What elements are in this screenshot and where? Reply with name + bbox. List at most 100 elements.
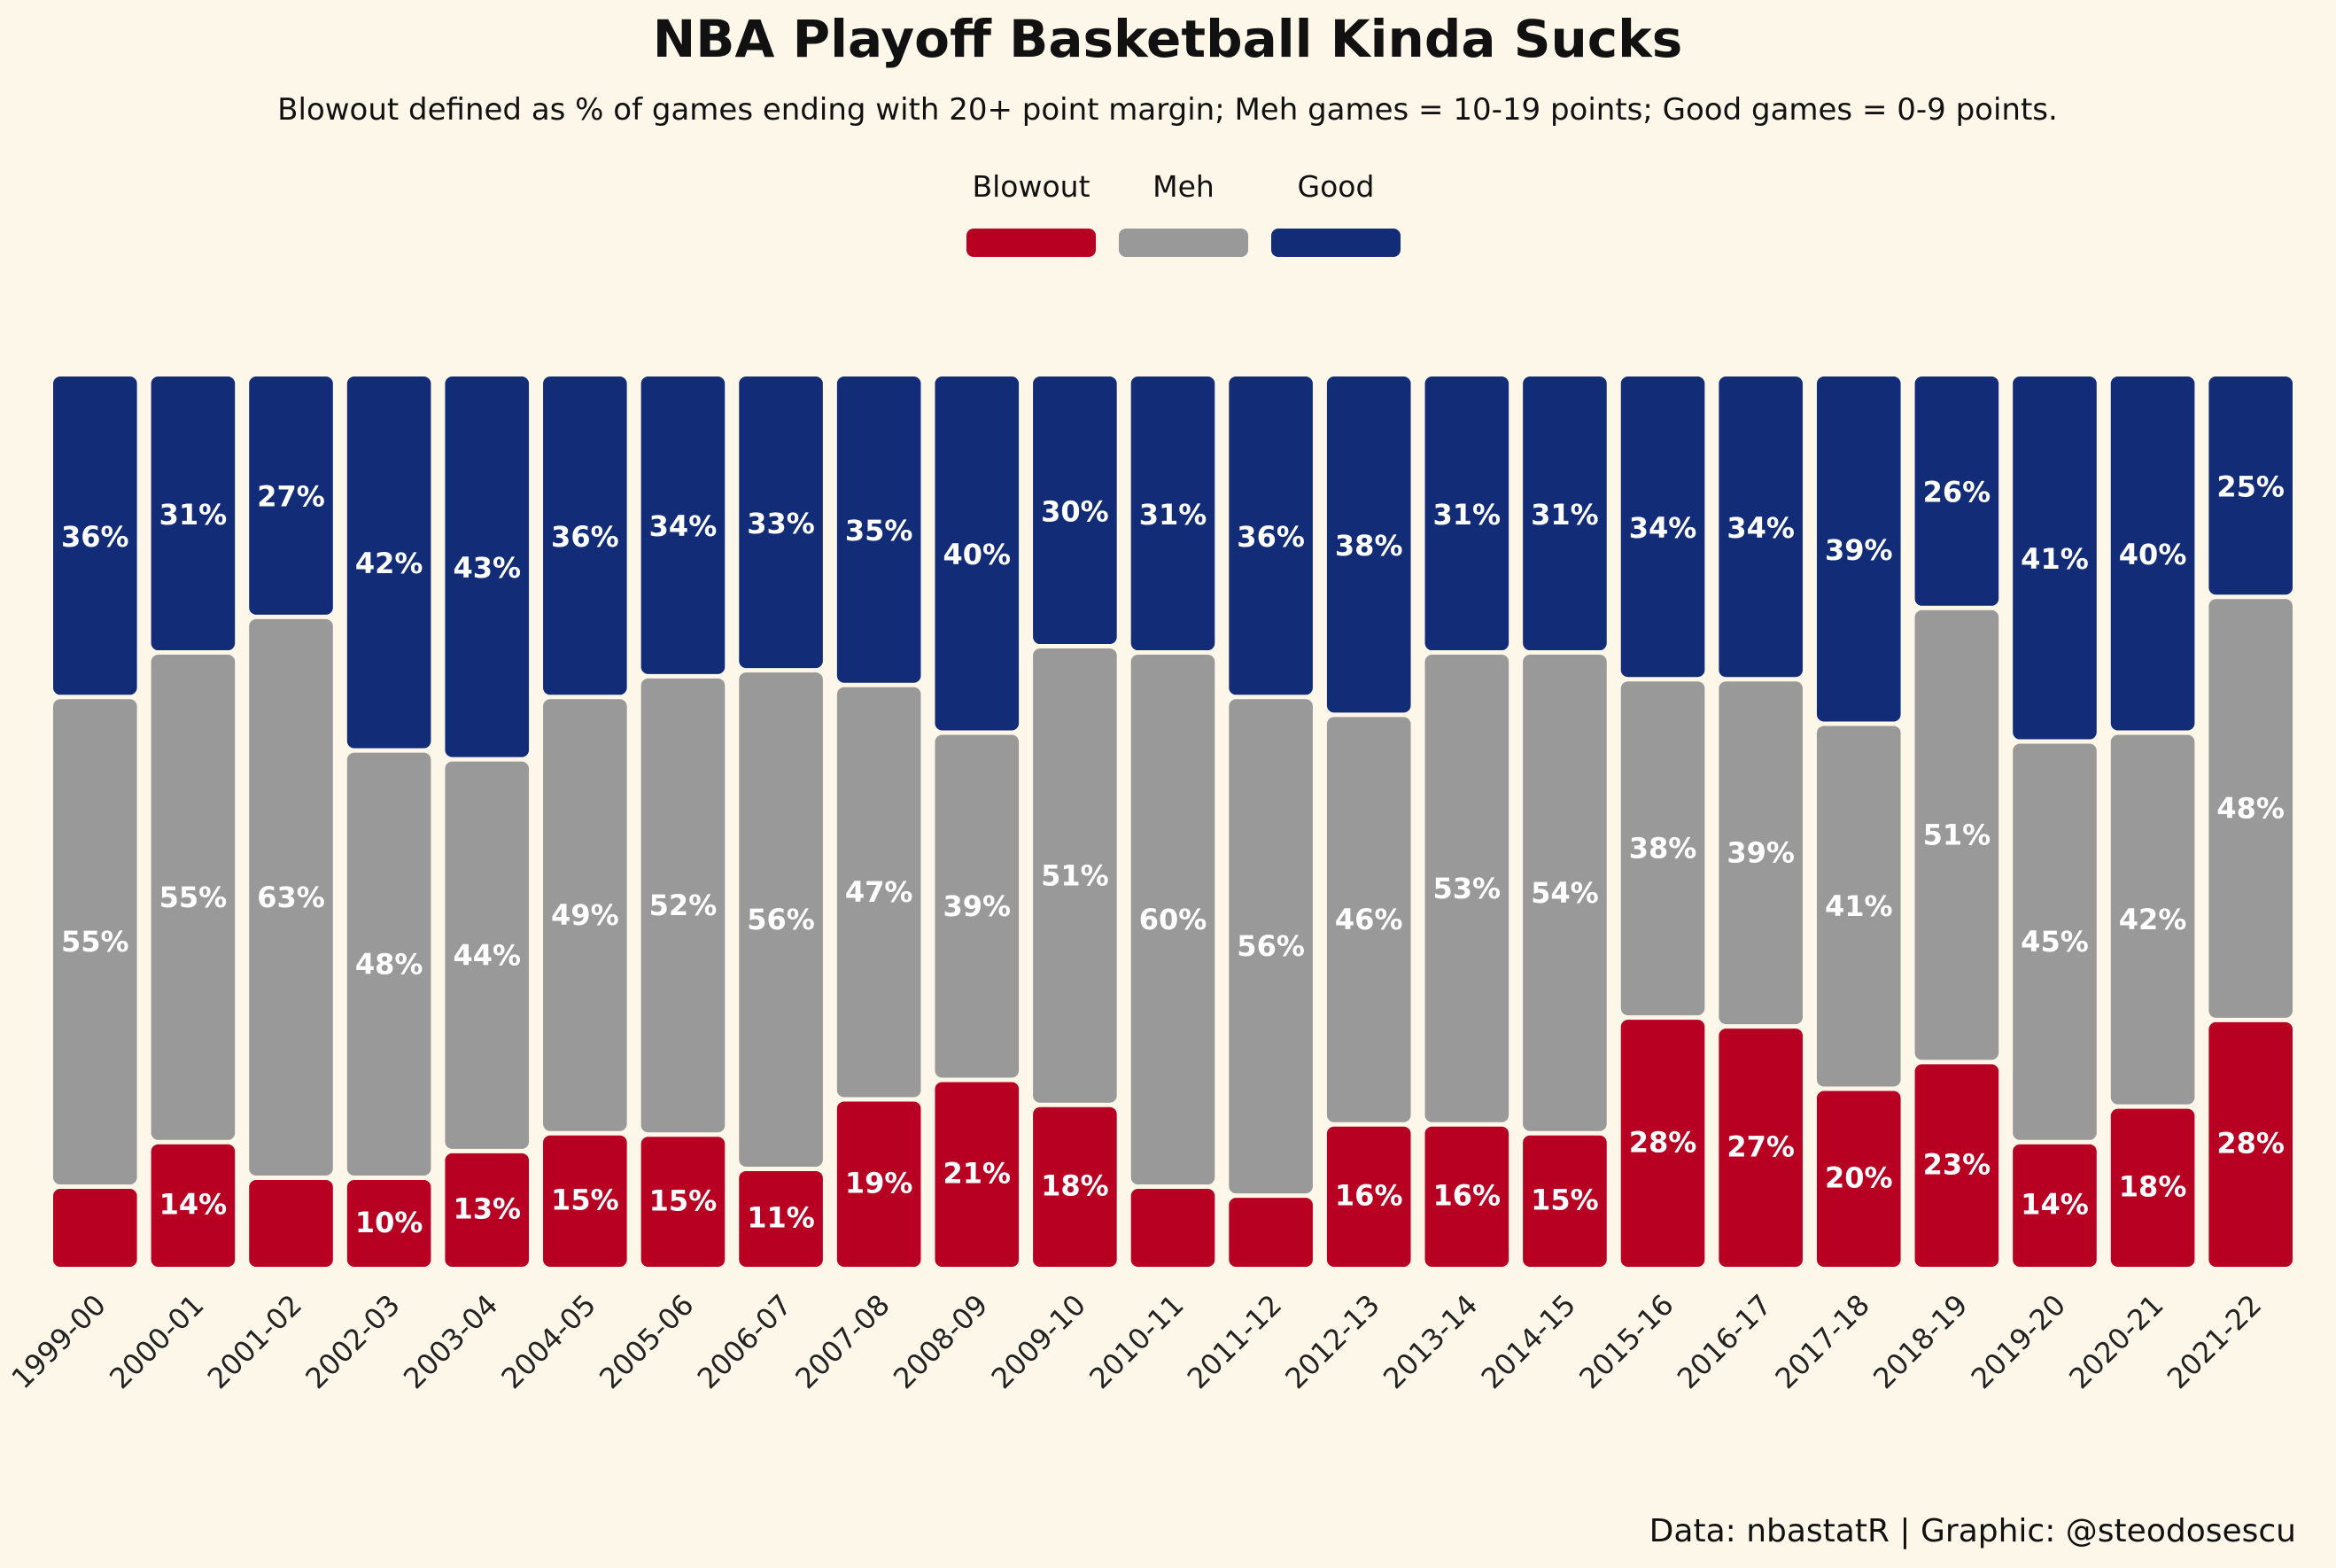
bar-good-2009-10 <box>1033 376 1117 645</box>
value-label-meh-2015-16: 38% <box>1629 832 1697 866</box>
value-label-blowout-2021-22: 28% <box>2216 1127 2285 1160</box>
bars-group <box>53 376 2293 1267</box>
value-label-meh-2002-03: 48% <box>355 947 423 981</box>
bar-meh-2005-06 <box>640 678 726 1133</box>
bar-meh-2020-21 <box>2110 734 2195 1105</box>
value-label-good-2019-20: 41% <box>2021 542 2089 576</box>
bar-good-2020-21 <box>2110 376 2195 731</box>
bar-meh-2003-04 <box>445 761 530 1149</box>
value-label-meh-2013-14: 53% <box>1433 872 1502 905</box>
value-label-good-2017-18: 39% <box>1825 533 1893 567</box>
bar-meh-2011-12 <box>1229 699 1313 1194</box>
bar-blowout-2001-02 <box>249 1180 333 1267</box>
value-label-blowout-2006-07: 11% <box>747 1201 815 1235</box>
value-label-good-2014-15: 31% <box>1531 498 1599 532</box>
value-label-meh-2007-08: 47% <box>845 875 913 909</box>
bar-blowout-2002-03 <box>346 1180 431 1267</box>
value-label-blowout-2013-14: 16% <box>1433 1179 1502 1213</box>
bar-meh-2007-08 <box>836 687 921 1098</box>
bar-good-2006-07 <box>739 376 823 669</box>
value-labels-group: 55% 36% 14% 55% 31% 63% 27% 10% 48% 42% 13% 44% 43% 1… <box>61 470 2285 1238</box>
bar-blowout-1999-00 <box>53 1189 137 1267</box>
bar-meh-2019-20 <box>2013 743 2097 1140</box>
value-label-good-2002-03: 42% <box>355 547 423 580</box>
bar-blowout-2013-14 <box>1424 1126 1509 1267</box>
bar-good-2012-13 <box>1326 376 1411 713</box>
bar-good-2003-04 <box>445 376 530 757</box>
legend-label-meh: Meh <box>1152 169 1215 204</box>
value-label-blowout-2003-04: 13% <box>453 1192 521 1226</box>
value-label-meh-2003-04: 44% <box>453 938 521 972</box>
bar-meh-2000-01 <box>151 655 236 1140</box>
value-label-meh-2010-11: 60% <box>1139 903 1207 936</box>
legend: Blowout Meh Good <box>966 169 1401 257</box>
bar-meh-2006-07 <box>739 672 823 1167</box>
bar-good-1999-00 <box>53 376 137 695</box>
value-label-meh-2001-02: 63% <box>257 881 325 914</box>
chart-title: NBA Playoff Basketball Kinda Sucks <box>653 9 1682 69</box>
value-label-good-2007-08: 35% <box>845 514 913 547</box>
bar-meh-1999-00 <box>53 699 137 1185</box>
bar-good-2005-06 <box>640 376 726 674</box>
bar-blowout-2009-10 <box>1033 1106 1117 1267</box>
bar-good-2018-19 <box>1914 376 1999 606</box>
chart-caption: Data: nbastatR | Graphic: @steodosescu <box>1649 1513 2296 1549</box>
value-label-meh-2000-01: 55% <box>159 881 228 914</box>
value-label-good-2004-05: 36% <box>551 520 619 554</box>
bar-blowout-2006-07 <box>739 1170 823 1267</box>
bar-meh-2015-16 <box>1620 681 1705 1016</box>
bar-blowout-2021-22 <box>2208 1021 2293 1267</box>
bar-good-2011-12 <box>1229 376 1313 695</box>
value-label-meh-2006-07: 56% <box>747 903 815 936</box>
bar-blowout-2012-13 <box>1326 1126 1411 1267</box>
bar-good-2014-15 <box>1523 376 1607 651</box>
bar-blowout-2019-20 <box>2013 1144 2097 1267</box>
value-label-meh-2016-17: 39% <box>1727 836 1795 870</box>
value-label-blowout-2000-01: 14% <box>159 1188 228 1222</box>
value-label-meh-2018-19: 51% <box>1923 819 1991 852</box>
bar-good-2021-22 <box>2208 376 2293 595</box>
bar-good-2000-01 <box>151 376 236 651</box>
value-label-meh-2021-22: 48% <box>2216 792 2285 826</box>
bar-blowout-2008-09 <box>935 1082 1020 1267</box>
bar-good-2008-09 <box>935 376 1020 731</box>
chart-subtitle: Blowout defined as % of games ending wit… <box>277 92 2058 128</box>
value-label-good-2006-07: 33% <box>747 507 815 540</box>
bar-meh-2010-11 <box>1130 655 1215 1185</box>
bar-meh-2017-18 <box>1816 726 1901 1087</box>
value-label-meh-2017-18: 41% <box>1825 889 1893 923</box>
value-label-good-2012-13: 38% <box>1335 529 1403 563</box>
bar-blowout-2007-08 <box>836 1101 921 1267</box>
value-label-meh-2009-10: 51% <box>1041 858 1109 892</box>
value-label-good-2011-12: 36% <box>1237 520 1305 554</box>
bar-blowout-2017-18 <box>1816 1091 1901 1267</box>
bar-good-2004-05 <box>543 376 627 695</box>
bar-good-2013-14 <box>1424 376 1509 651</box>
bar-blowout-2016-17 <box>1719 1029 1803 1267</box>
value-label-good-2016-17: 34% <box>1727 511 1795 545</box>
bar-meh-2014-15 <box>1523 655 1607 1131</box>
value-label-blowout-2019-20: 14% <box>2021 1188 2089 1222</box>
value-label-good-2010-11: 31% <box>1139 498 1207 532</box>
value-label-blowout-2002-03: 10% <box>355 1206 423 1239</box>
bar-good-2015-16 <box>1620 376 1705 678</box>
bar-meh-2016-17 <box>1719 681 1803 1025</box>
legend-swatch-good <box>1271 229 1401 257</box>
value-label-good-2009-10: 30% <box>1041 494 1109 528</box>
bar-blowout-2000-01 <box>151 1144 236 1267</box>
value-label-blowout-2020-21: 18% <box>2119 1170 2187 1204</box>
bar-blowout-2005-06 <box>640 1137 726 1267</box>
bar-good-2019-20 <box>2013 376 2097 740</box>
value-label-meh-2005-06: 52% <box>649 889 718 922</box>
bar-meh-2001-02 <box>249 618 333 1176</box>
value-label-good-2021-22: 25% <box>2216 470 2285 503</box>
value-label-good-2001-02: 27% <box>257 480 325 514</box>
bar-blowout-2014-15 <box>1523 1135 1607 1267</box>
value-label-meh-2014-15: 54% <box>1531 876 1599 910</box>
bar-blowout-2015-16 <box>1620 1020 1705 1267</box>
value-label-blowout-2008-09: 21% <box>943 1156 1011 1190</box>
value-label-blowout-2018-19: 23% <box>1923 1147 1991 1181</box>
value-label-good-2015-16: 34% <box>1629 511 1697 545</box>
legend-label-blowout: Blowout <box>972 169 1090 204</box>
value-label-meh-2019-20: 45% <box>2021 925 2089 959</box>
